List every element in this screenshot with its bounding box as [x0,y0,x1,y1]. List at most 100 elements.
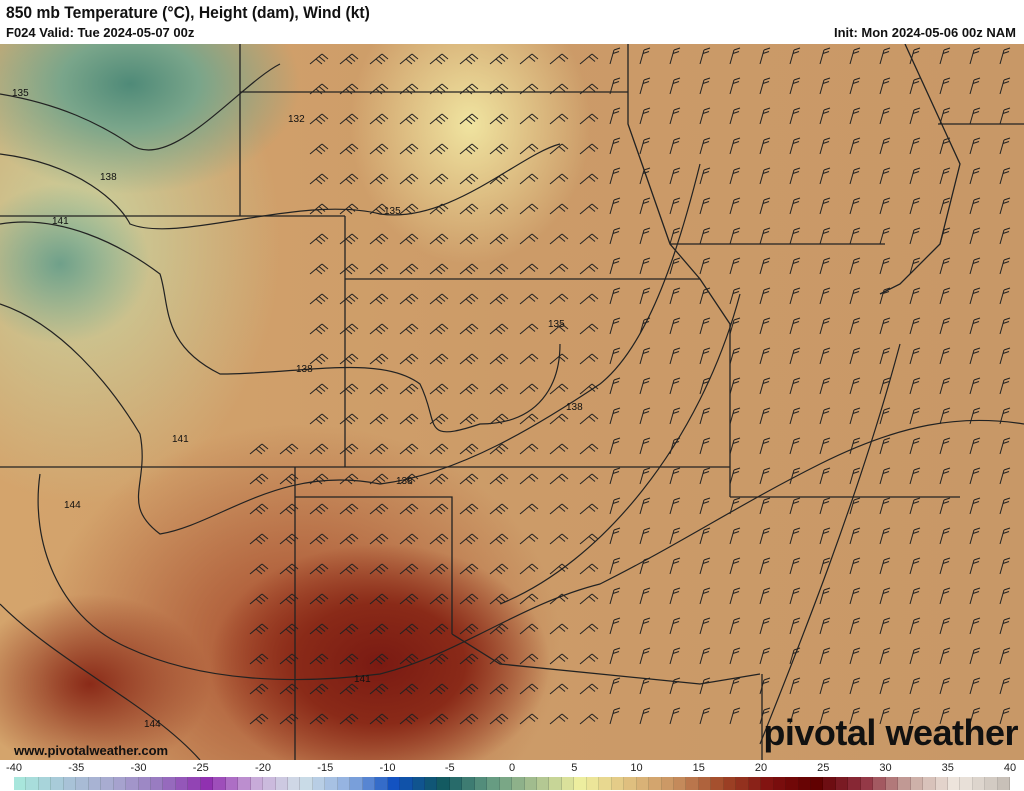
wind-barb [579,233,599,245]
wind-barb [309,353,329,365]
wind-barb [969,707,981,725]
colorbar-cell [723,777,737,790]
wind-barb [759,227,771,245]
wind-barb [279,623,299,635]
wind-barb [729,107,741,125]
wind-barb [759,347,771,365]
wind-barb [519,323,539,335]
wind-barb [609,227,621,245]
wind-barb [369,683,389,695]
wind-barb [729,47,741,65]
wind-barb [849,587,861,605]
wind-barb [909,257,921,275]
wind-barb [759,377,771,395]
wind-barb [699,497,711,515]
wind-barb [819,257,831,275]
wind-barb [639,107,651,125]
wind-barb [489,53,509,65]
wind-barb [819,47,831,65]
wind-barb [339,53,359,65]
contour-label: 135 [384,206,401,217]
wind-barb [339,413,359,425]
colorbar-cell [761,777,774,790]
wind-barb [939,167,951,185]
wind-barb [609,197,621,215]
wind-barb [759,47,771,65]
wind-barb [489,563,509,575]
wind-barb [549,443,569,455]
wind-barb [399,83,419,95]
wind-barb [669,137,681,155]
wind-barb [999,467,1011,485]
colorbar-cell [885,777,899,790]
wind-barb [459,233,479,245]
colorbar-cell [26,777,39,790]
wind-barb [519,353,539,365]
wind-barb [849,527,861,545]
wind-barb [669,227,681,245]
wind-barb [549,53,569,65]
wind-barb [639,77,651,95]
colorbar-cell [524,777,538,790]
wind-barb [939,497,951,515]
wind-barb [639,167,651,185]
wind-barb [429,203,449,215]
wind-barb [399,173,419,185]
wind-barb [249,683,269,695]
colorbar-cell [848,777,861,790]
wind-barb [849,257,861,275]
wind-barb [729,137,741,155]
wind-barb [399,203,419,215]
colorbar-cell [599,777,612,790]
wind-barb [969,347,981,365]
wind-barb [339,113,359,125]
colorbar-tick: -15 [317,762,334,774]
wind-barb [309,293,329,305]
colorbar-cell [960,777,973,790]
wind-barb [459,143,479,155]
wind-barb [339,83,359,95]
wind-barb [789,227,801,245]
wind-barb [789,707,801,725]
wind-barb [849,407,861,425]
wind-barb [909,677,921,695]
wind-barb [579,83,599,95]
wind-barb [609,47,621,65]
wind-barb [969,647,981,665]
wind-barb [909,317,921,335]
wind-barb [369,713,389,725]
wind-barb [609,287,621,305]
wind-barb [459,53,479,65]
colorbar-cell [263,777,276,790]
wind-barb [609,707,621,725]
wind-barb [549,113,569,125]
contour-label: 135 [12,88,29,99]
wind-barb [819,107,831,125]
colorbar-tick: 15 [692,762,705,774]
colorbar-cell [860,777,874,790]
wind-barb [789,497,801,515]
wind-barb [999,707,1011,725]
wind-barb [879,197,891,215]
wind-barb [699,617,711,635]
wind-barb [669,617,681,635]
wind-barb [609,377,621,395]
wind-barb [789,467,801,485]
wind-barb [639,677,651,695]
wind-barb [609,497,621,515]
wind-barb [459,443,479,455]
wind-barb [549,713,569,725]
state-borders [0,44,1024,760]
wind-barb [459,473,479,485]
wind-barb [579,563,599,575]
wind-barb [609,167,621,185]
wind-barb [999,47,1011,65]
wind-barb [849,617,861,635]
wind-barb [639,527,651,545]
wind-barb [849,77,861,95]
wind-barb [339,353,359,365]
wind-barb [489,713,509,725]
wind-barb [399,293,419,305]
wind-barb [909,557,921,575]
website-url[interactable]: www.pivotalweather.com [14,743,169,758]
